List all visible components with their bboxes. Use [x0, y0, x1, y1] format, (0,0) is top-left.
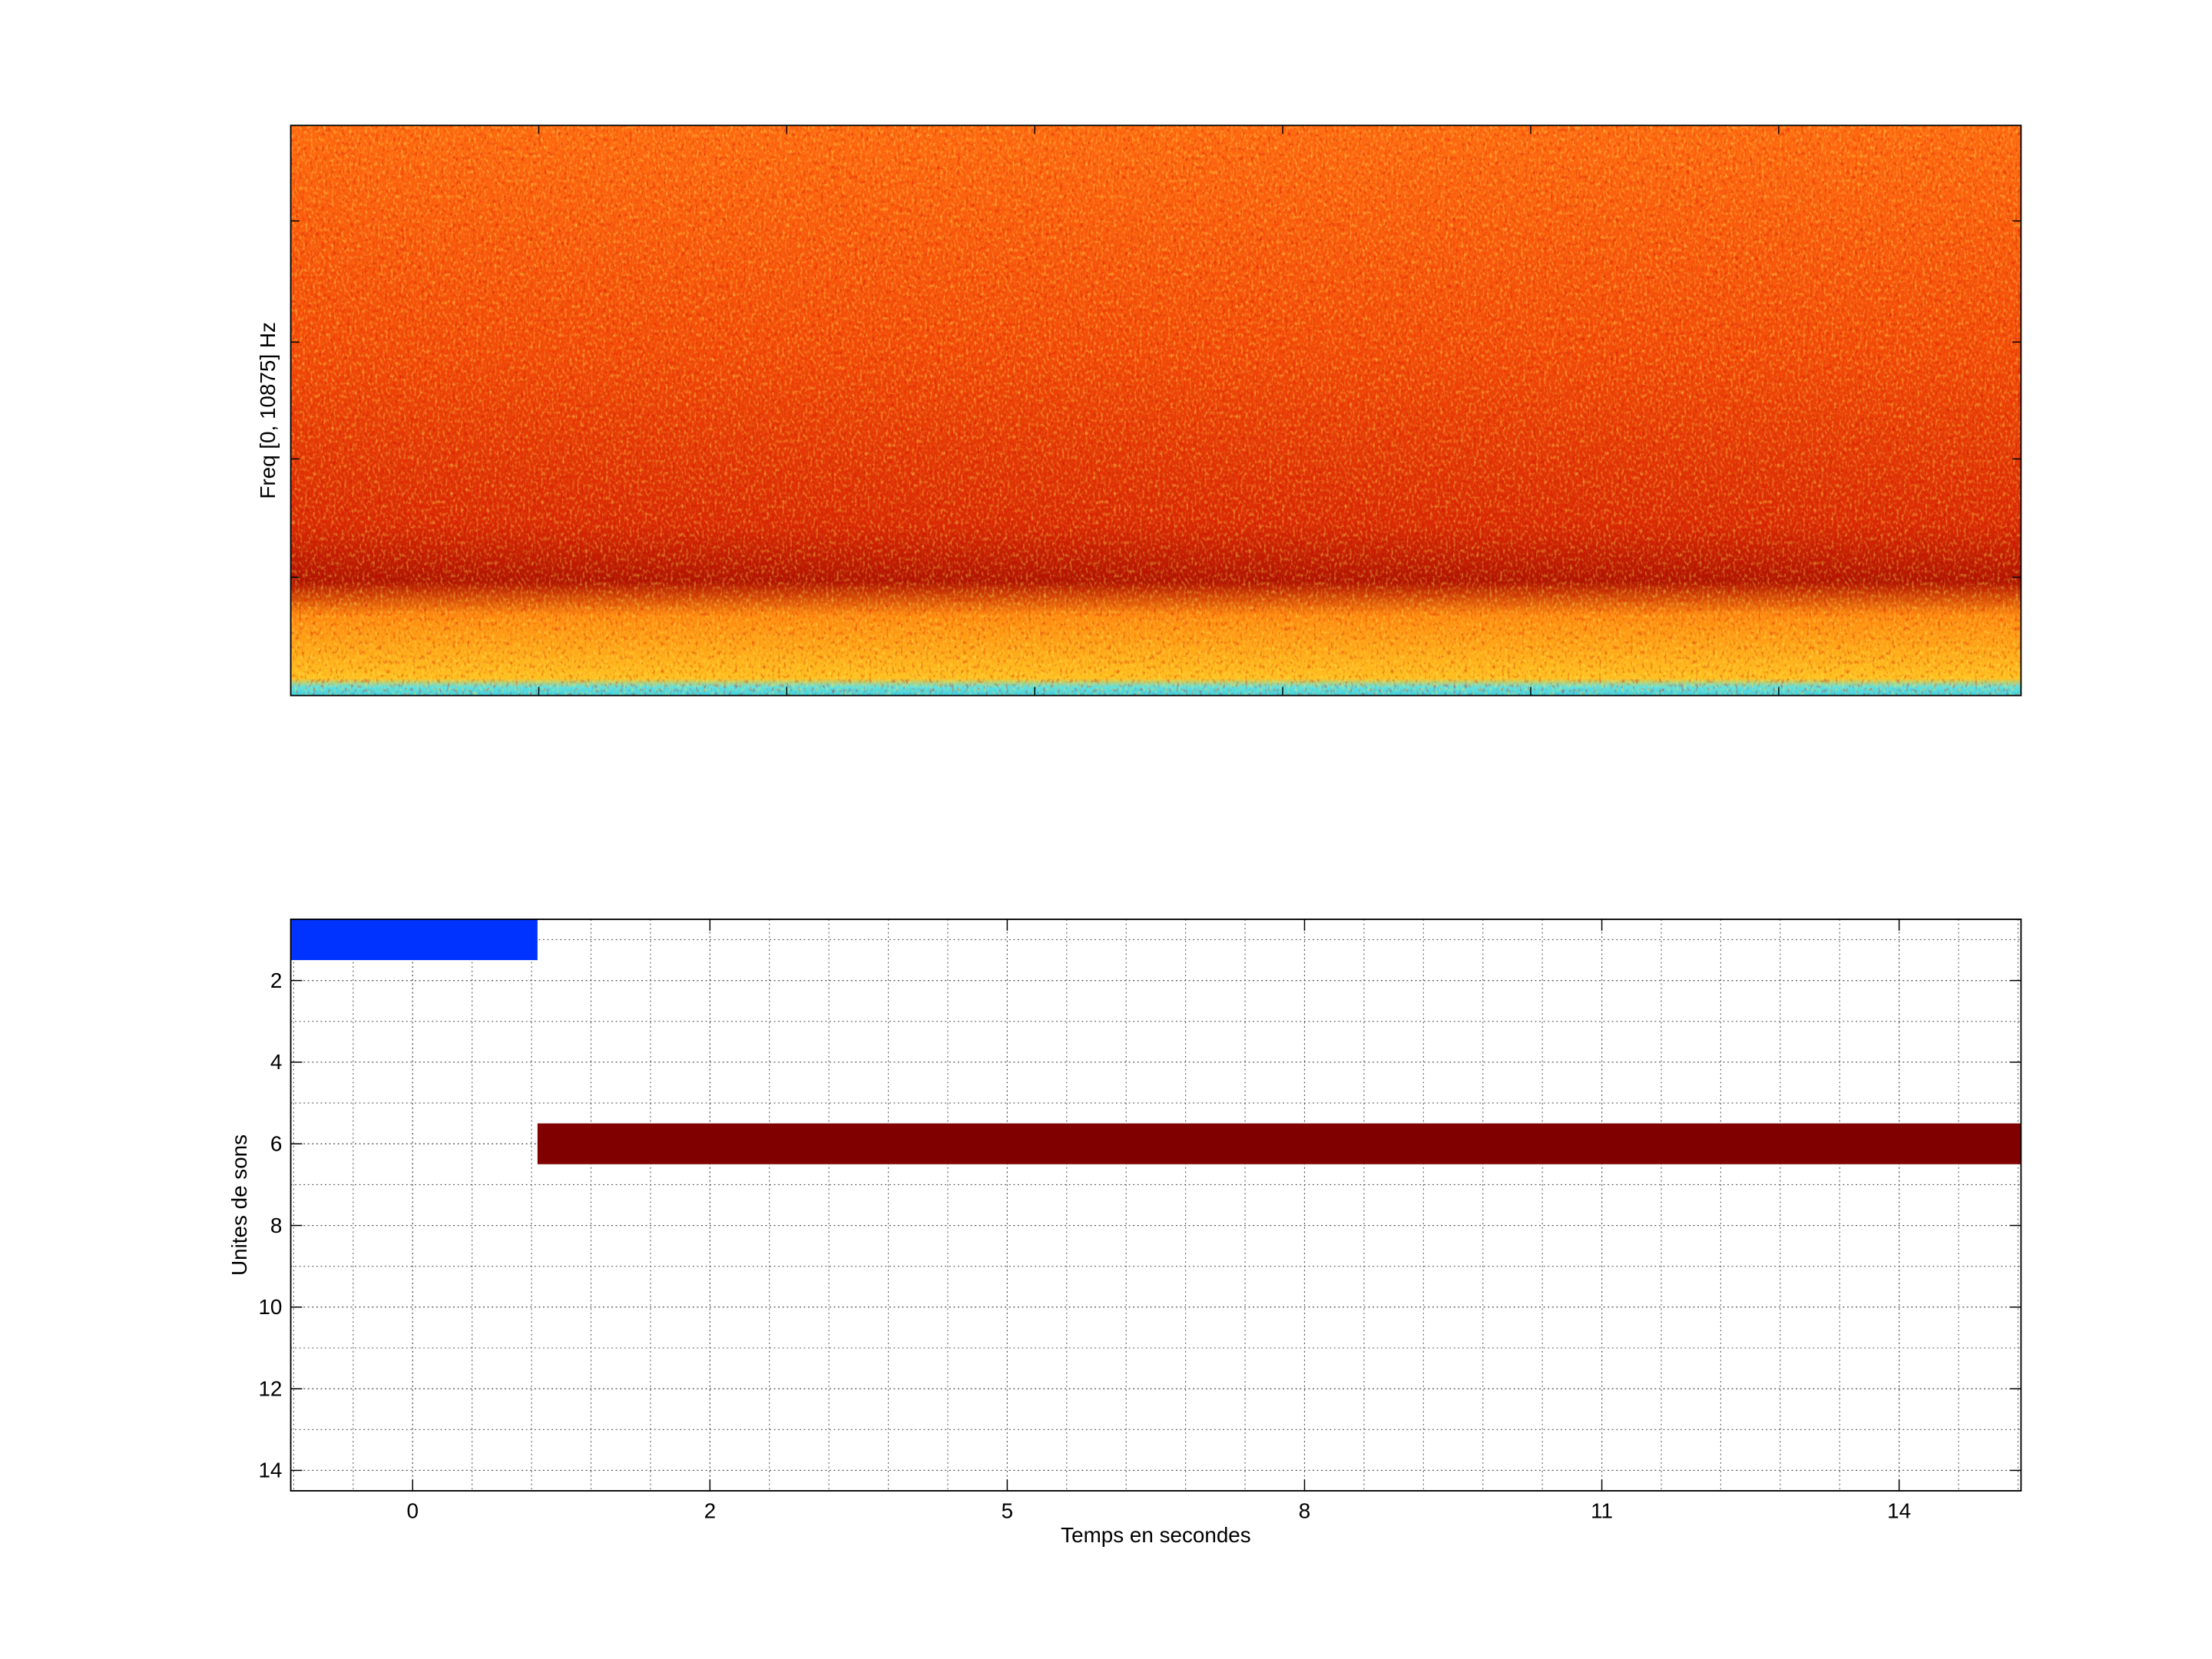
spectrogram-speckle-dark [290, 125, 2022, 696]
y-tick-label: 2 [270, 969, 282, 992]
y-axis-label: Unites de sons [227, 1134, 251, 1276]
axes-box [290, 918, 2022, 1492]
x-tick-label: 2 [704, 1498, 716, 1522]
segment [537, 1123, 2022, 1164]
x-tick-label: 14 [1887, 1498, 1911, 1522]
segment [290, 919, 538, 961]
x-axis-label: Temps en secondes [1061, 1523, 1251, 1547]
timeline-axes: 0 2 5 8 11 14 2 4 6 8 10 12 14 Temps en secondes Unite… [227, 918, 2022, 1547]
y-axis-label: Freq [0, 10875] Hz [256, 322, 280, 498]
x-tick-label: 5 [1002, 1498, 1013, 1522]
axes-box [290, 124, 2022, 697]
y-tick-label: 10 [258, 1295, 282, 1319]
y-tick-label: 8 [270, 1214, 282, 1237]
y-tick-label: 6 [270, 1132, 282, 1156]
y-tick-label: 14 [258, 1459, 282, 1482]
y-tick-label: 12 [258, 1376, 282, 1400]
plot-background [290, 919, 2022, 1492]
spectrogram-axes: Freq [0, 10875] Hz [256, 124, 2022, 697]
x-tick-label: 0 [407, 1498, 419, 1522]
x-tick-label: 11 [1591, 1498, 1613, 1522]
x-tick-label: 8 [1299, 1498, 1310, 1522]
y-tick-label: 4 [270, 1050, 282, 1074]
